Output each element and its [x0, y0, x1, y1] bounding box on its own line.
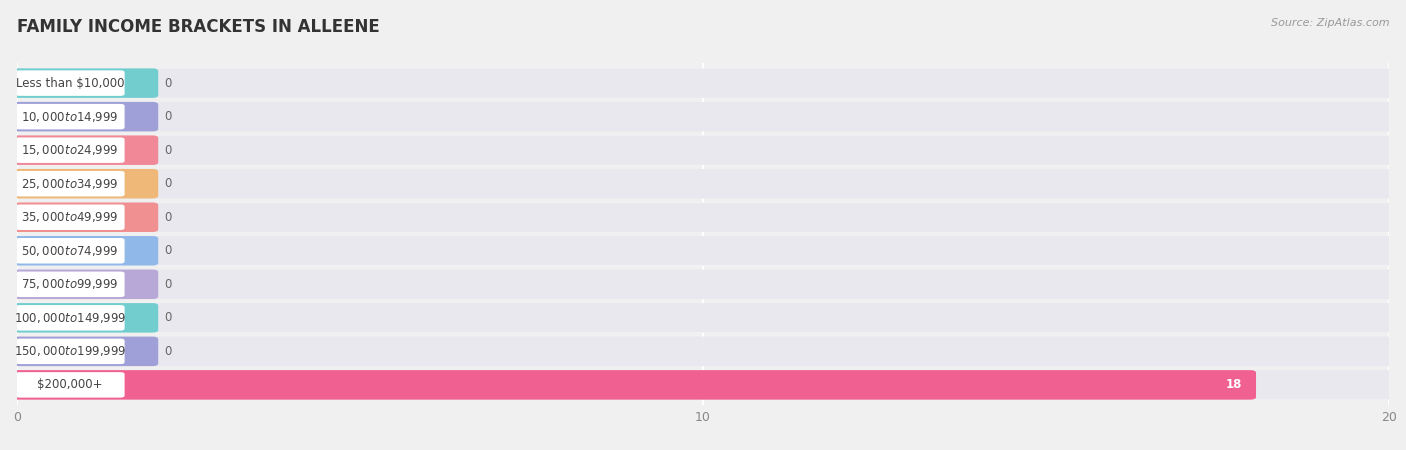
FancyBboxPatch shape — [13, 270, 1393, 299]
FancyBboxPatch shape — [13, 236, 159, 266]
FancyBboxPatch shape — [13, 102, 159, 131]
Text: Less than $10,000: Less than $10,000 — [15, 76, 124, 90]
FancyBboxPatch shape — [15, 171, 125, 197]
FancyBboxPatch shape — [13, 370, 1393, 400]
FancyBboxPatch shape — [17, 134, 1389, 166]
FancyBboxPatch shape — [17, 234, 1389, 267]
Text: 0: 0 — [165, 278, 172, 291]
FancyBboxPatch shape — [13, 169, 1393, 198]
FancyBboxPatch shape — [13, 169, 159, 198]
FancyBboxPatch shape — [13, 135, 1393, 165]
FancyBboxPatch shape — [17, 369, 1389, 401]
FancyBboxPatch shape — [15, 338, 125, 364]
FancyBboxPatch shape — [15, 271, 125, 297]
FancyBboxPatch shape — [13, 202, 1393, 232]
FancyBboxPatch shape — [13, 68, 1393, 98]
FancyBboxPatch shape — [15, 70, 125, 96]
Text: $10,000 to $14,999: $10,000 to $14,999 — [21, 110, 118, 124]
Text: Source: ZipAtlas.com: Source: ZipAtlas.com — [1271, 18, 1389, 28]
Text: $75,000 to $99,999: $75,000 to $99,999 — [21, 277, 118, 291]
FancyBboxPatch shape — [13, 337, 159, 366]
Text: $150,000 to $199,999: $150,000 to $199,999 — [14, 344, 127, 358]
FancyBboxPatch shape — [17, 100, 1389, 133]
FancyBboxPatch shape — [13, 202, 159, 232]
Text: $35,000 to $49,999: $35,000 to $49,999 — [21, 210, 118, 224]
Text: $100,000 to $149,999: $100,000 to $149,999 — [14, 311, 127, 325]
FancyBboxPatch shape — [15, 204, 125, 230]
FancyBboxPatch shape — [15, 104, 125, 130]
FancyBboxPatch shape — [13, 102, 1393, 131]
FancyBboxPatch shape — [17, 201, 1389, 234]
Text: $50,000 to $74,999: $50,000 to $74,999 — [21, 244, 118, 258]
FancyBboxPatch shape — [13, 270, 159, 299]
Text: $25,000 to $34,999: $25,000 to $34,999 — [21, 177, 118, 191]
Text: 0: 0 — [165, 76, 172, 90]
Text: $15,000 to $24,999: $15,000 to $24,999 — [21, 143, 118, 157]
FancyBboxPatch shape — [13, 303, 159, 333]
FancyBboxPatch shape — [13, 68, 159, 98]
Text: FAMILY INCOME BRACKETS IN ALLEENE: FAMILY INCOME BRACKETS IN ALLEENE — [17, 18, 380, 36]
Text: 0: 0 — [165, 311, 172, 324]
FancyBboxPatch shape — [17, 167, 1389, 200]
Text: 0: 0 — [165, 211, 172, 224]
FancyBboxPatch shape — [15, 137, 125, 163]
Text: 0: 0 — [165, 177, 172, 190]
FancyBboxPatch shape — [13, 135, 159, 165]
Text: 18: 18 — [1225, 378, 1241, 392]
FancyBboxPatch shape — [13, 236, 1393, 266]
Text: 0: 0 — [165, 244, 172, 257]
FancyBboxPatch shape — [15, 372, 125, 398]
FancyBboxPatch shape — [13, 303, 1393, 333]
FancyBboxPatch shape — [17, 268, 1389, 301]
Text: 0: 0 — [165, 345, 172, 358]
FancyBboxPatch shape — [15, 238, 125, 264]
FancyBboxPatch shape — [13, 337, 1393, 366]
Text: $200,000+: $200,000+ — [38, 378, 103, 392]
FancyBboxPatch shape — [17, 302, 1389, 334]
FancyBboxPatch shape — [15, 305, 125, 331]
Text: 0: 0 — [165, 144, 172, 157]
FancyBboxPatch shape — [17, 67, 1389, 99]
FancyBboxPatch shape — [17, 335, 1389, 368]
FancyBboxPatch shape — [13, 370, 1256, 400]
Text: 0: 0 — [165, 110, 172, 123]
